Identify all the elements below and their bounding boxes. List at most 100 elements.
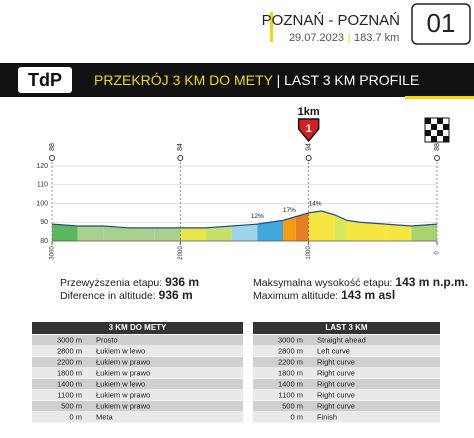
finish-flag-cell [437, 118, 443, 124]
stat-line: Diference in altitude: 936 m [60, 288, 193, 302]
km-number: 1 [306, 123, 312, 135]
stage-box [411, 3, 471, 45]
profile-segment [77, 226, 104, 241]
finish-flag-border [424, 117, 450, 143]
x-tick-label: 0 [435, 251, 441, 255]
finish-flag-cell [443, 124, 449, 130]
table-cell: 2200 m [57, 357, 82, 366]
profile-segment [283, 216, 296, 241]
route: POZNAŃ - POZNAŃ [262, 12, 400, 29]
stage-number: 01 [427, 8, 456, 38]
table-cell: Right curve [317, 357, 355, 366]
table-row-bg [32, 390, 243, 401]
stat-value: 936 m [165, 275, 199, 289]
table-cell: Łukiem w lewo [96, 379, 145, 388]
table-cell: Łukiem w prawo [96, 401, 150, 410]
road-number: 88 [434, 143, 441, 151]
marker-dot [49, 155, 55, 161]
stat-value: 936 m [159, 288, 193, 302]
table-cell: Łukiem w prawo [96, 368, 150, 377]
road-number: 88 [49, 143, 56, 151]
profile: 80 90 100 110 120 88 84 94 88 3000 2000 1000 0 1km 1 12… [36, 106, 450, 260]
table-cell: Right curve [317, 379, 355, 388]
table-row-bg [253, 412, 440, 423]
table-row-bg [253, 368, 440, 379]
table-cell: Łukiem w prawo [96, 390, 150, 399]
table-row-bg [253, 379, 440, 390]
y-tick-label: 120 [36, 163, 48, 170]
profile-segment [308, 211, 322, 241]
table-cell: Left curve [317, 346, 350, 355]
finish-flag-cell [437, 136, 443, 142]
table-cell: 3000 m [278, 335, 303, 344]
profile-segment [295, 212, 309, 241]
marker-dot [305, 155, 312, 161]
finish-flag-cell [443, 136, 449, 142]
title-pl: PRZEKRÓJ 3 KM DO METY [94, 72, 274, 88]
stat-value: 143 m asl [341, 288, 395, 302]
stat-line: Maximum altitude: 143 m asl [253, 288, 395, 302]
gradient-label: 14% [309, 201, 322, 208]
table-row-bg [32, 379, 243, 390]
table-cell: 1800 m [278, 368, 303, 377]
finish-flag-cell [425, 124, 431, 130]
table-row-bg [253, 357, 440, 368]
finish-flag-cell [425, 130, 431, 136]
profile-segment [180, 227, 206, 241]
table-cell: Łukiem w lewo [96, 346, 145, 355]
profile-segment [334, 214, 348, 241]
table-cell: 1800 m [57, 368, 82, 377]
profile-segment [154, 227, 181, 241]
stat-label: Przewyższenia etapu: [60, 277, 162, 289]
finish-flag-cell [431, 136, 437, 142]
table-row-bg [32, 368, 243, 379]
finish-flag-cell [425, 118, 431, 124]
table-cell: Right curve [317, 368, 355, 377]
table-cell: Right curve [317, 390, 355, 399]
table-cell: 1400 m [278, 379, 303, 388]
table-header: 3 KM DO METY [109, 323, 167, 332]
marker-dot [434, 155, 440, 161]
road-number: 94 [306, 143, 313, 151]
separator: | [348, 32, 351, 44]
stat-line: Maksymalna wysokość etapu: 143 m n.p.m. [253, 275, 468, 289]
km-label: 1km [298, 106, 320, 118]
table-row-bg [32, 346, 243, 357]
y-tick-label: 100 [36, 200, 48, 207]
y-tick-label: 90 [40, 219, 48, 226]
banner-title: PRZEKRÓJ 3 KM DO METY | LAST 3 KM PROFIL… [94, 72, 419, 88]
table-cell: 1100 m [279, 390, 303, 399]
table-row-bg [32, 357, 243, 368]
x-tick-label: 1000 [306, 246, 312, 260]
table-header-bg [253, 322, 440, 334]
table-cell: Łukiem w prawo [96, 357, 150, 366]
table-cell: 1100 m [58, 390, 82, 399]
accent-bar [270, 12, 273, 42]
finish-flag-cell [443, 130, 449, 136]
title-en: LAST 3 KM PROFILE [284, 72, 419, 88]
table-row-bg [253, 335, 440, 346]
gradient-label: 17% [283, 207, 296, 214]
table-row-bg [253, 401, 440, 412]
distance: 183.7 km [354, 32, 399, 44]
stat-label: Diference in altitude: [60, 290, 156, 302]
profile-segment [321, 211, 335, 241]
road-number: 84 [177, 143, 184, 151]
tables: 3 KM DO METY 3000 m Prosto 2800 m Łukiem w l… [32, 322, 440, 423]
gradient-label: 12% [251, 213, 264, 220]
stat-line: Przewyższenia etapu: 936 m [60, 275, 199, 289]
profile-segment [206, 226, 232, 241]
table-cell: Meta [96, 412, 114, 421]
table-cell: Finish [317, 412, 337, 421]
km-shield [297, 118, 320, 143]
table-cell: 1400 m [57, 379, 82, 388]
logo-box [18, 67, 72, 93]
table-cell: 0 m [69, 412, 82, 421]
logo: TdP [28, 70, 62, 90]
marker-dot [177, 155, 184, 161]
table-cell: 500 m [282, 401, 303, 410]
table-cell: 2200 m [278, 357, 303, 366]
banner [0, 63, 474, 97]
x-tick-label: 2000 [178, 246, 184, 260]
